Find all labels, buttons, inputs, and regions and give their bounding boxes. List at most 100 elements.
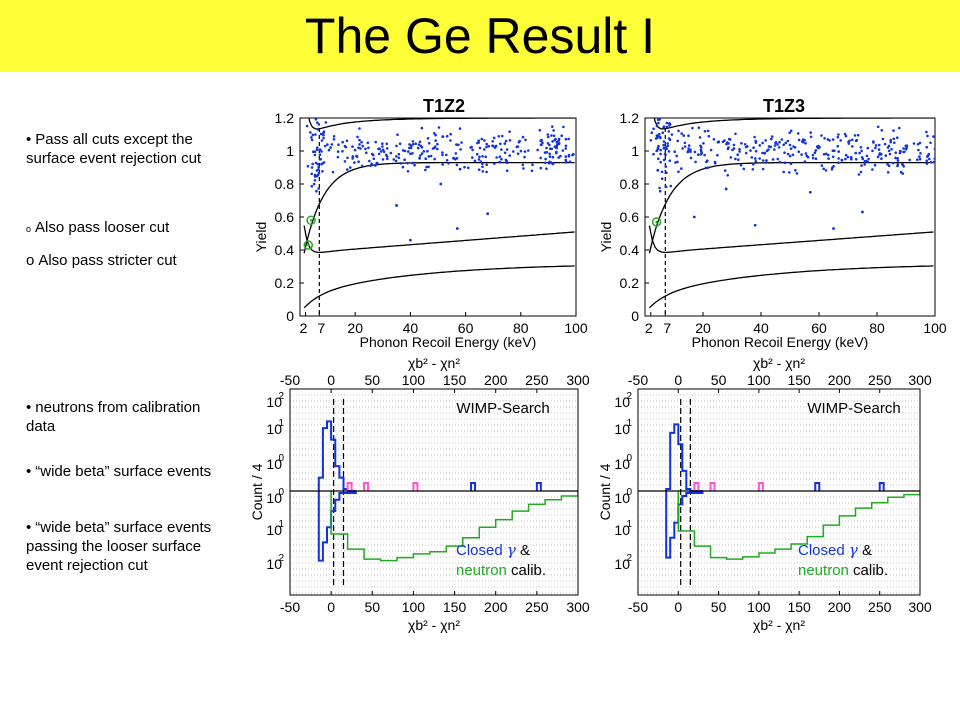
data-point xyxy=(660,170,664,174)
y-tick-label: 1 xyxy=(631,143,639,159)
data-point xyxy=(316,121,319,124)
data-point xyxy=(318,153,322,156)
y-tick-label: 10 xyxy=(266,421,282,437)
data-point xyxy=(356,135,359,139)
data-point xyxy=(814,157,818,160)
data-point xyxy=(803,160,807,163)
y-tick-label: 10 xyxy=(614,490,630,506)
data-point xyxy=(429,154,433,158)
data-point xyxy=(401,149,405,152)
data-point xyxy=(452,156,455,160)
data-point xyxy=(826,138,830,141)
data-point xyxy=(843,132,847,136)
bullet-text: “wide beta” surface events xyxy=(35,463,212,480)
data-point xyxy=(723,139,726,142)
data-point xyxy=(846,155,850,159)
data-point xyxy=(896,136,899,139)
data-point xyxy=(656,134,659,137)
data-point xyxy=(820,164,824,167)
data-point xyxy=(351,155,355,158)
data-point xyxy=(856,133,860,137)
data-point xyxy=(310,166,314,169)
data-point xyxy=(726,174,729,177)
data-point xyxy=(925,145,928,149)
data-point xyxy=(321,111,324,114)
data-point xyxy=(411,143,415,146)
data-point xyxy=(789,147,793,150)
data-point xyxy=(776,143,779,146)
x-tick-label: 7 xyxy=(663,320,671,336)
bottom-x-tick-label: 100 xyxy=(747,599,771,615)
data-point xyxy=(890,148,893,151)
data-point xyxy=(316,162,320,166)
x-tick-label: 80 xyxy=(513,320,529,336)
data-point xyxy=(411,161,414,165)
data-point xyxy=(313,115,316,118)
data-point xyxy=(750,156,754,159)
data-point xyxy=(351,145,354,148)
data-point xyxy=(874,146,877,150)
data-point xyxy=(401,165,405,169)
data-point xyxy=(467,166,470,170)
data-point xyxy=(860,164,863,167)
x-axis-label: Phonon Recoil Energy (keV) xyxy=(692,334,869,350)
data-point xyxy=(809,131,812,134)
neutron-text: neutron xyxy=(456,562,507,579)
data-point xyxy=(463,165,466,169)
data-point xyxy=(523,155,526,159)
top-x-tick-label: 200 xyxy=(828,372,852,388)
x-tick-label: 100 xyxy=(923,320,947,336)
data-point xyxy=(548,143,551,147)
data-point xyxy=(771,158,775,161)
data-point xyxy=(505,169,509,172)
hist-frame xyxy=(289,388,579,596)
data-point xyxy=(317,123,321,126)
data-point xyxy=(850,158,853,161)
calib-text: calib. xyxy=(849,562,888,579)
closed-text: Closed xyxy=(456,542,507,559)
bottom-x-tick-label: -50 xyxy=(280,599,300,615)
y-tick-exponent: 1 xyxy=(626,519,632,530)
y-tick-label: 10 xyxy=(614,421,630,437)
data-point xyxy=(754,157,757,160)
data-point xyxy=(876,155,880,159)
data-point xyxy=(312,182,316,186)
data-point xyxy=(753,135,756,139)
top-x-tick-label: 150 xyxy=(443,372,467,388)
data-point xyxy=(661,131,664,134)
data-point xyxy=(667,150,671,153)
data-point xyxy=(663,152,667,156)
closed-gamma-histogram xyxy=(317,491,357,562)
data-point xyxy=(673,150,676,153)
y-tick-label: 0 xyxy=(631,308,639,324)
closed-text: Closed xyxy=(798,542,849,559)
data-point xyxy=(724,187,728,191)
data-point xyxy=(313,175,317,178)
data-point xyxy=(346,168,349,171)
data-point xyxy=(687,134,690,137)
data-point xyxy=(486,212,490,216)
data-point xyxy=(859,146,863,149)
data-point xyxy=(567,137,570,141)
data-point xyxy=(545,151,549,154)
data-point xyxy=(480,137,484,141)
data-point xyxy=(887,149,891,153)
data-point xyxy=(917,148,920,152)
data-point xyxy=(459,148,462,151)
ampersand-text: & xyxy=(858,542,872,559)
data-point xyxy=(522,167,525,170)
data-point xyxy=(668,159,672,162)
data-point xyxy=(896,164,899,168)
data-point xyxy=(655,124,659,128)
data-point xyxy=(460,141,463,144)
data-point xyxy=(539,156,542,160)
data-point xyxy=(744,145,748,149)
top-x-tick-label: 250 xyxy=(525,372,549,388)
data-point xyxy=(716,153,719,157)
top-x-tick-label: 300 xyxy=(908,372,932,388)
data-point xyxy=(878,152,882,155)
data-point xyxy=(367,146,370,150)
calib-text: calib. xyxy=(507,562,546,579)
data-point xyxy=(680,132,683,135)
data-point xyxy=(656,168,660,172)
